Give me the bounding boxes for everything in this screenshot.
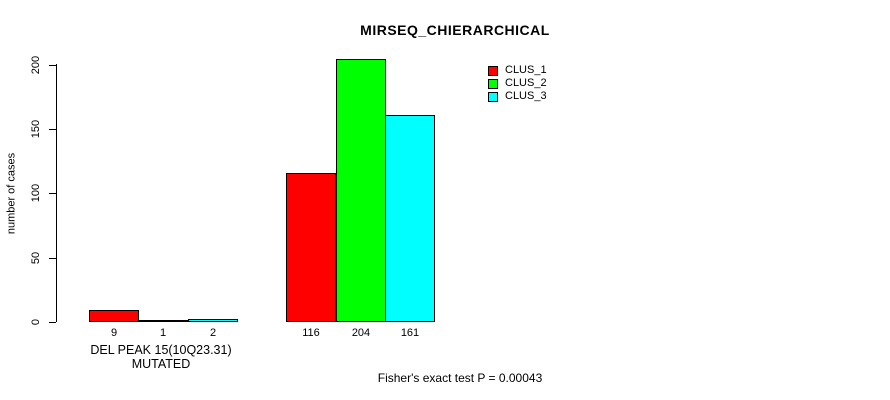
bar-value-label: 2 (209, 327, 217, 339)
y-tick (49, 321, 56, 323)
bar-clus_2-group2 (336, 59, 386, 322)
y-tick-label: 150 (30, 119, 42, 139)
bar-value-label: 1 (159, 327, 167, 339)
bar-value-label: 9 (110, 327, 118, 339)
y-tick (49, 128, 56, 130)
y-axis-label: number of cases (5, 152, 18, 235)
y-tick-label: 100 (30, 184, 42, 203)
y-tick (49, 192, 56, 194)
chart-title: MIRSEQ_CHIERARCHICAL (360, 22, 550, 38)
bar-clus_3-group2 (385, 115, 435, 322)
legend-item-clus_2: CLUS_2 (488, 77, 547, 90)
y-tick-label: 0 (30, 318, 42, 326)
bar-clus_2-group1 (138, 320, 188, 322)
bar-value-label: 161 (400, 327, 420, 339)
y-axis-line (56, 64, 57, 322)
legend: CLUS_1 CLUS_2 CLUS_3 (488, 64, 547, 103)
y-tick (49, 257, 56, 259)
bar-value-label: 116 (302, 327, 320, 339)
y-tick (49, 64, 56, 66)
legend-item-clus_3: CLUS_3 (488, 90, 547, 103)
y-tick-label: 200 (30, 55, 42, 74)
bar-clus_3-group1 (188, 319, 238, 322)
stat-caption: Fisher's exact test P = 0.00043 (377, 371, 543, 385)
y-tick-label: 50 (30, 251, 42, 264)
legend-label: CLUS_2 (505, 77, 547, 89)
legend-label: CLUS_3 (505, 90, 547, 102)
x-axis-label: DEL PEAK 15(10Q23.31) MUTATED (90, 343, 232, 371)
bar-clus_1-group1 (89, 310, 139, 322)
bar-value-label: 204 (351, 327, 371, 339)
bar-clus_1-group2 (286, 173, 336, 322)
legend-swatch (488, 91, 498, 102)
legend-swatch (488, 65, 498, 76)
legend-item-clus_1: CLUS_1 (488, 64, 547, 77)
legend-swatch (488, 78, 498, 89)
legend-label: CLUS_1 (505, 64, 547, 76)
